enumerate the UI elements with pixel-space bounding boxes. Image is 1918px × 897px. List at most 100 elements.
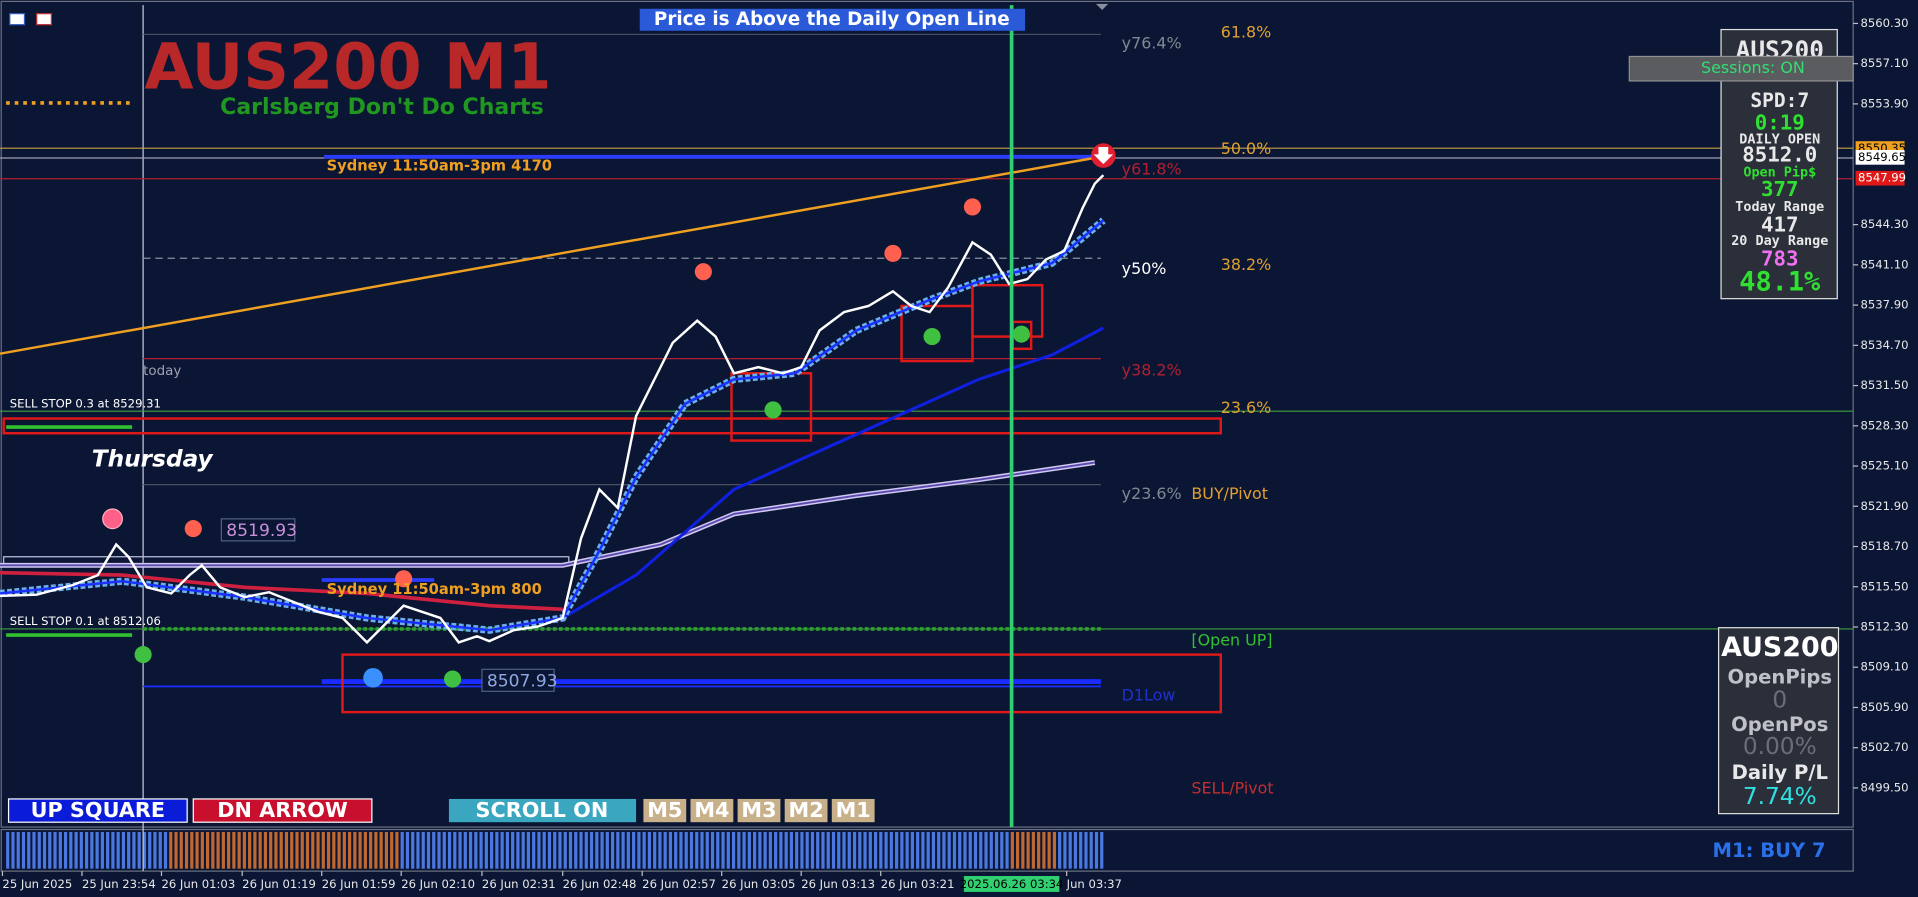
histogram-bar [858,831,862,869]
histogram-bar [69,831,73,869]
button-label[interactable]: M1 [836,798,871,822]
time-label: 25 Jun 2025 [2,877,72,891]
histogram-bar [526,831,531,869]
histogram-bar [42,831,47,869]
chart-frame [0,0,1854,828]
histogram-bar [363,831,367,869]
histogram-bar [421,831,425,869]
button-label[interactable]: M4 [694,798,729,822]
button-label[interactable]: M3 [741,798,776,822]
trendline [0,155,1102,355]
sell-dot [395,570,413,588]
histogram-bar [805,831,809,869]
histogram-bar [542,831,546,869]
time-marker-label: 2025.06.26 03:34 [960,877,1064,891]
price-label: 8541.10 [1861,257,1909,271]
histogram-bar [1068,831,1072,869]
histogram-bar [1079,831,1083,869]
daily-open-label: DAILY OPEN [1739,133,1820,148]
histogram-bar [411,831,415,869]
histogram-bar [663,831,667,869]
histogram-bar [716,831,720,869]
button[interactable] [643,798,687,823]
histogram-bar [400,831,404,869]
histogram-bar [1073,831,1078,869]
button[interactable] [192,798,373,823]
histogram-bar [763,831,767,869]
daily-open: 8512.0 [1742,143,1817,167]
histogram-bar [79,831,83,869]
histogram-bar [1037,831,1041,869]
red-ma [0,570,563,612]
sessions-button[interactable] [1628,55,1854,82]
histogram-bar [679,831,683,869]
histogram-bar [453,831,457,869]
price-label: 8521.90 [1861,499,1909,513]
histogram-bar [127,831,131,869]
price-label: 8515.50 [1861,579,1909,593]
histogram-bar [463,831,467,869]
time-marker [963,876,1060,892]
banner: Price is Above the Daily Open Line [654,9,1010,30]
histogram-bar [753,831,757,869]
mid-ma [561,326,1105,620]
button-label[interactable]: SCROLL ON [476,798,609,822]
histogram-bar [837,831,841,869]
button[interactable] [7,798,188,823]
button-label[interactable]: DN ARROW [217,798,348,822]
time-label: 26 Jun 01:19 [242,877,316,891]
histogram-bar [926,831,930,869]
time-label: 26 Jun 03:21 [881,877,955,891]
histogram-bar [16,831,20,869]
price-tag-text: 8519.93 [226,521,297,541]
histogram-bar [574,831,578,869]
histogram-bar [616,831,620,869]
histogram-bar [379,831,383,869]
histogram-bar [274,831,278,869]
slow-ma-core [0,461,1095,567]
price-label: 8531.50 [1861,378,1909,392]
histogram-bar [1089,831,1093,869]
histogram-bar [768,831,772,869]
histogram-bar [1058,831,1062,869]
button[interactable] [831,798,875,823]
price-marker-label: 8547.99 [1858,171,1906,185]
zones [2,283,1222,714]
price-label: 8505.90 [1861,700,1909,714]
sessions-label[interactable]: Sessions: ON [1701,58,1805,77]
histogram-bar [826,831,830,869]
sell-dot [184,520,202,538]
histogram-bar [1100,831,1104,869]
open-pips-label: Open Pip$ [1743,165,1816,181]
histogram-bar [232,831,236,869]
histogram-bar [111,831,115,869]
open-pos-label: OpenPos [1731,713,1828,736]
histogram-bar [227,831,231,869]
button[interactable] [448,798,637,823]
histogram-bar [85,831,89,869]
histogram-bar [916,831,920,869]
button-label[interactable]: M5 [647,798,682,822]
histogram-bar [153,831,157,869]
histogram-bar [253,831,257,869]
histogram-bar [994,831,999,869]
button[interactable] [784,798,828,823]
histogram-bar [579,831,583,869]
histogram-bar [989,831,993,869]
histogram-bar [148,831,152,869]
button-label[interactable]: M2 [789,798,824,822]
position-panel [1718,627,1840,815]
histogram-bar [895,831,899,869]
time-label: 26 Jun 03:05 [722,877,796,891]
today-range: 417 [1761,212,1799,236]
histogram-bar [1042,831,1046,869]
button-label[interactable]: UP SQUARE [31,798,166,822]
histogram-bar [353,831,357,869]
histogram-bar [537,831,541,869]
button[interactable] [690,798,734,823]
histogram-bar [21,831,26,869]
button[interactable] [737,798,781,823]
histogram-bar [689,831,694,869]
histogram-bar [816,831,820,869]
fib-label: 50.0% [1221,139,1271,158]
